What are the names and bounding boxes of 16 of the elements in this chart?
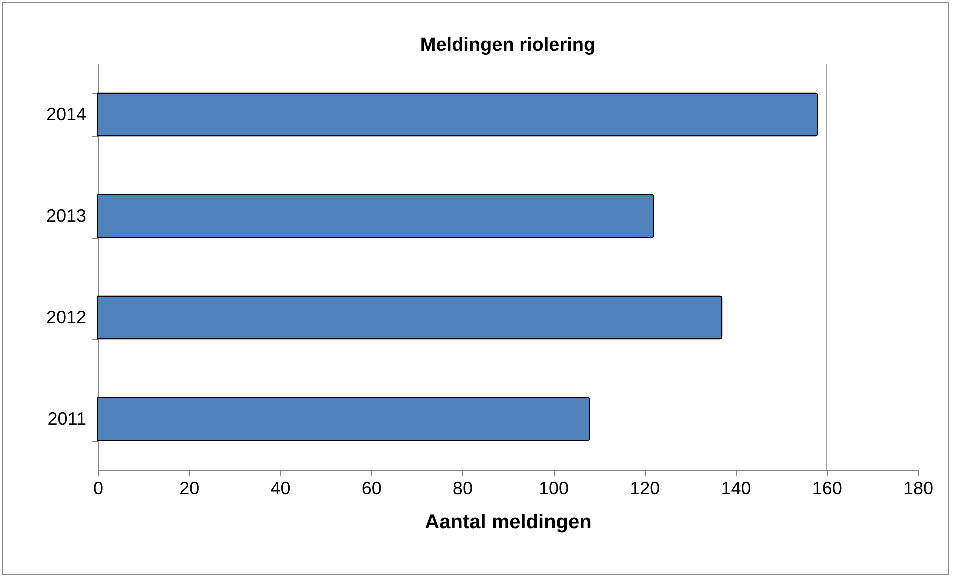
x-tick-label: 0 bbox=[93, 478, 104, 498]
y-tick-label: 2012 bbox=[46, 307, 86, 328]
y-tick-label: 2013 bbox=[46, 206, 86, 226]
x-tick-label: 80 bbox=[452, 478, 473, 498]
y-tick-label: 2011 bbox=[48, 408, 86, 429]
x-tick-label: 20 bbox=[180, 478, 200, 498]
x-tick-label: 60 bbox=[362, 478, 382, 498]
x-tick-label: 120 bbox=[630, 478, 660, 498]
x-tick-label: 180 bbox=[903, 478, 934, 498]
x-tick-label: 140 bbox=[721, 478, 752, 498]
x-axis-title: Aantal meldingen bbox=[425, 512, 592, 534]
x-tick-label: 40 bbox=[270, 478, 291, 498]
x-tick-label: 160 bbox=[812, 478, 842, 498]
x-tick-label: 100 bbox=[539, 478, 570, 498]
chart-title: Meldingen riolering bbox=[420, 35, 596, 56]
y-tick-label: 2014 bbox=[46, 104, 86, 124]
